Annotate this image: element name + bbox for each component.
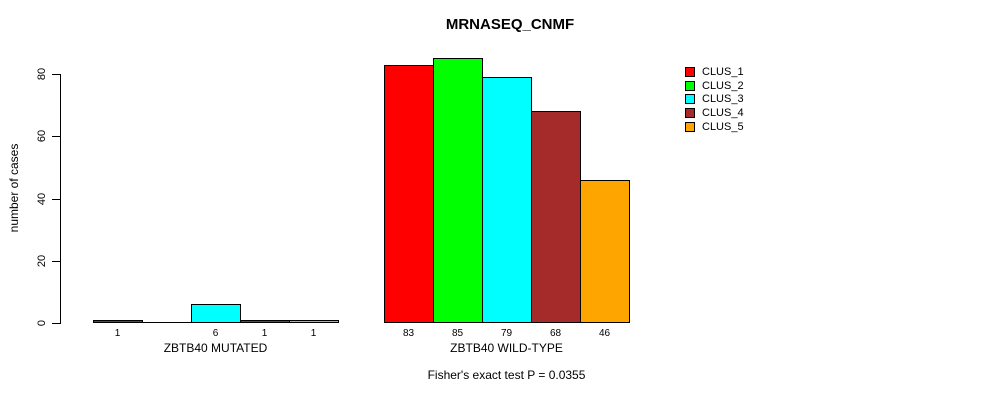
- y-axis-line: [60, 74, 61, 324]
- y-axis-tick: [52, 323, 60, 324]
- bar-clus_5-wildtype: [580, 180, 630, 323]
- bar-value-label: 1: [114, 328, 121, 339]
- y-axis-tick: [52, 260, 60, 262]
- legend-swatch-clus_2: [685, 80, 695, 91]
- legend-label: CLUS_4: [702, 107, 744, 120]
- bar-clus_3-wildtype: [482, 77, 532, 323]
- legend-label: CLUS_5: [702, 120, 744, 133]
- legend-label: CLUS_2: [702, 79, 744, 92]
- legend-item: CLUS_5: [685, 121, 744, 133]
- legend-swatch-clus_3: [685, 94, 695, 105]
- bar-clus_4-mutated: [240, 320, 290, 323]
- y-axis-label: number of cases: [7, 143, 21, 233]
- y-axis-tick-label: 20: [36, 254, 48, 267]
- bar-clus_1-wildtype: [384, 65, 434, 323]
- bar-value-label: 79: [500, 328, 513, 339]
- fisher-test-annotation: Fisher's exact test P = 0.0355: [427, 368, 586, 382]
- bar-clus_4-wildtype: [531, 111, 581, 323]
- legend-item: CLUS_4: [685, 107, 744, 119]
- bar-value-label: 1: [261, 328, 268, 339]
- legend-item: CLUS_1: [685, 66, 744, 78]
- bar-clus_3-mutated: [191, 304, 241, 323]
- legend-item: CLUS_3: [685, 93, 744, 105]
- y-axis-tick: [52, 198, 60, 200]
- bar-value-label: 85: [451, 328, 464, 339]
- legend-swatch-clus_4: [685, 108, 695, 119]
- legend-swatch-clus_5: [685, 121, 695, 132]
- group-label-wildtype: ZBTB40 WILD-TYPE: [450, 341, 563, 355]
- y-axis-tick: [52, 74, 60, 75]
- bar-value-label: 6: [212, 328, 219, 339]
- y-axis-tick-label: 80: [36, 67, 48, 81]
- legend-label: CLUS_3: [702, 93, 744, 106]
- bar-value-label: 1: [310, 328, 317, 339]
- group-label-mutated: ZBTB40 MUTATED: [163, 341, 268, 355]
- legend-item: CLUS_2: [685, 80, 744, 92]
- bar-value-label: 46: [598, 328, 611, 339]
- legend-swatch-clus_1: [685, 67, 695, 77]
- bar-value-label: 83: [402, 328, 415, 339]
- legend-label: CLUS_1: [702, 66, 744, 78]
- bar-value-label: 68: [549, 328, 562, 339]
- y-axis-tick-label: 60: [36, 130, 48, 143]
- y-axis-tick: [52, 136, 60, 138]
- bar-clus_2-wildtype: [433, 58, 483, 323]
- y-axis-tick-label: 0: [36, 319, 48, 327]
- chart-title: MRNASEQ_CNMF: [445, 16, 575, 33]
- y-axis-tick-label: 40: [36, 192, 48, 205]
- bar-clus_2-zero: [142, 322, 192, 323]
- bar-clus_5-mutated: [289, 320, 339, 323]
- bar-clus_1-mutated: [93, 320, 143, 323]
